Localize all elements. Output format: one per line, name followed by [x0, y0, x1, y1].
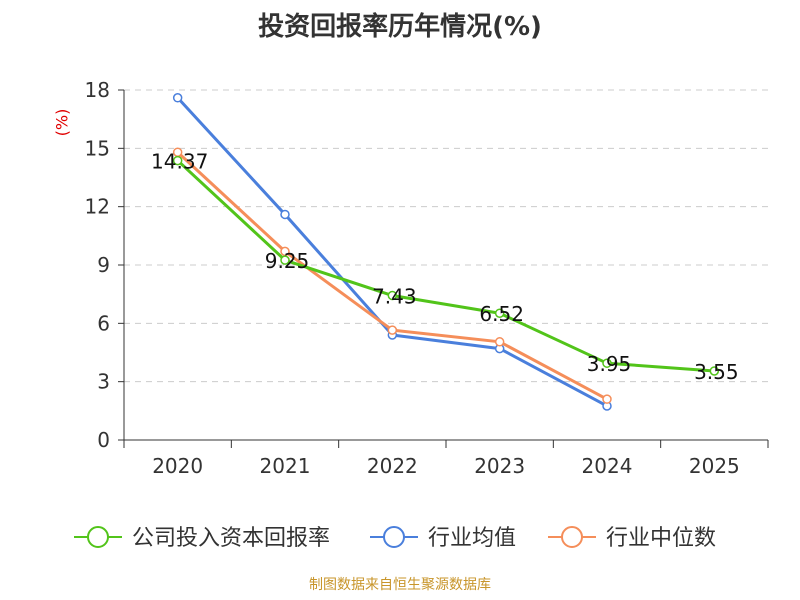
data-point-1: [280, 209, 290, 220]
x-tick-label: 2022: [367, 454, 418, 478]
y-tick-label: 6: [97, 311, 110, 335]
y-tick-label: 18: [85, 78, 110, 102]
data-point-0: [602, 358, 612, 368]
legend-label: 行业中位数: [606, 526, 716, 551]
data-point-2: [494, 337, 505, 347]
y-tick-label: 9: [97, 253, 110, 277]
data-label: 6.52: [479, 302, 524, 326]
data-label: 9.25: [265, 249, 310, 273]
data-label: 3.55: [694, 360, 739, 384]
y-tick-label: 15: [85, 136, 110, 160]
y-tick-label: 3: [97, 370, 110, 394]
data-point-0: [494, 308, 505, 318]
series-line-1: [176, 96, 608, 408]
series-line-0: [176, 159, 715, 373]
data-point-2: [602, 394, 612, 404]
data-point-1: [172, 93, 183, 103]
legend-label: 行业均值: [428, 526, 516, 551]
data-point-0: [280, 255, 290, 265]
chart-title: 投资回报率历年情况(%): [258, 12, 542, 42]
data-label: 3.95: [587, 352, 632, 376]
data-point-0: [172, 155, 183, 166]
legend-label: 公司投入资本回报率: [132, 526, 330, 551]
data-label: 14.37: [151, 150, 208, 174]
legend-marker-2: [561, 526, 583, 548]
source-footer: 制图数据来自恒生聚源数据库: [309, 577, 491, 593]
x-tick-label: 2025: [689, 454, 740, 478]
series-line-2: [176, 151, 608, 401]
data-point-0: [709, 366, 720, 376]
data-label: 7.43: [372, 285, 417, 309]
x-tick-label: 2023: [474, 454, 525, 478]
legend-marker-0: [87, 526, 109, 548]
data-point-0: [387, 290, 398, 301]
x-tick-label: 2021: [260, 454, 311, 478]
legend-marker-1: [383, 526, 405, 548]
y-tick-label: 12: [85, 195, 110, 219]
x-tick-label: 2020: [152, 454, 203, 478]
y-tick-label: 0: [97, 428, 110, 452]
x-tick-label: 2024: [582, 454, 633, 478]
data-point-2: [387, 325, 398, 335]
